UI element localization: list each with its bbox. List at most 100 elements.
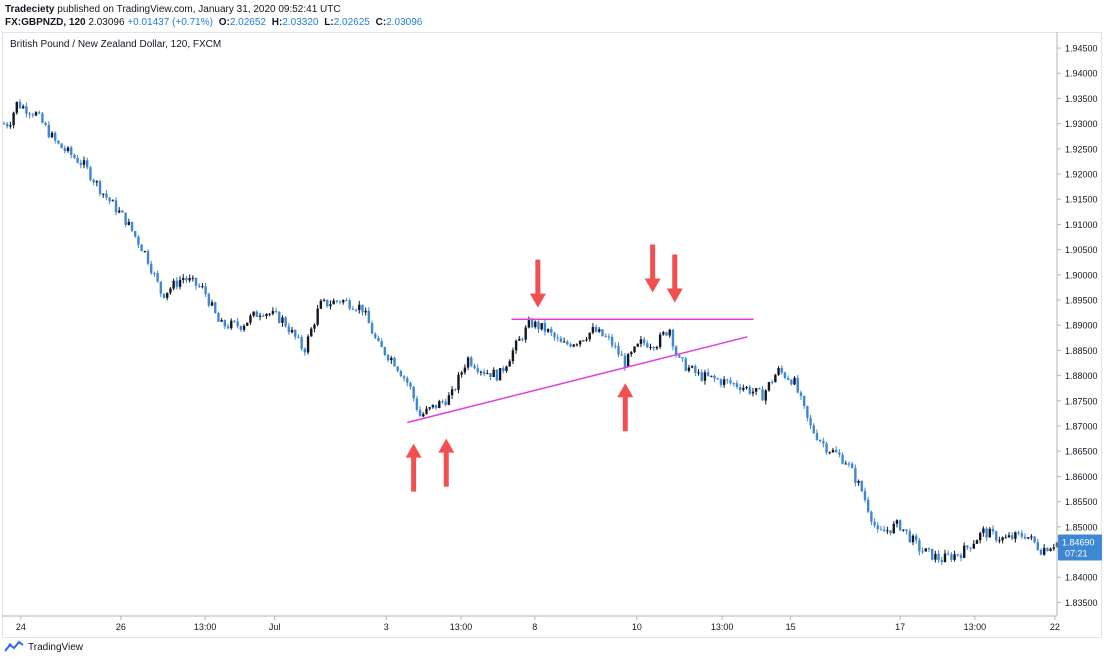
- candle-body: [806, 405, 809, 418]
- candle-body: [796, 377, 799, 393]
- candle-body: [25, 106, 28, 114]
- candle-body: [1046, 547, 1049, 552]
- candle-body: [252, 311, 255, 316]
- candle-body: [335, 300, 339, 302]
- candle-body: [1033, 536, 1036, 543]
- candle-body: [841, 454, 844, 464]
- candle-body: [738, 387, 742, 390]
- candle-body: [111, 200, 115, 202]
- candle-body: [278, 311, 281, 323]
- price-axis[interactable]: 1.94500 1.94000 1.93500 1.93000 1.92500 1.920…: [1056, 32, 1102, 616]
- candle-body: [927, 548, 931, 550]
- candle-body: [450, 389, 454, 396]
- candle-body: [1010, 535, 1014, 539]
- candle-body: [118, 210, 121, 213]
- candle-body: [364, 310, 367, 313]
- candle-body: [950, 554, 953, 560]
- candle-body: [879, 528, 883, 530]
- candle-body: [729, 380, 732, 384]
- candle-body: [578, 340, 582, 345]
- candle-body: [671, 329, 675, 347]
- candle-body: [198, 285, 201, 287]
- candle-body: [98, 181, 102, 194]
- candle-body: [982, 528, 985, 533]
- candle-body: [719, 379, 723, 385]
- candle-body: [258, 315, 262, 317]
- candle-body: [681, 357, 684, 359]
- candle-body: [220, 320, 223, 322]
- candle-body: [418, 409, 422, 417]
- candle-body: [367, 310, 371, 324]
- candle-body: [326, 299, 329, 307]
- price-tick-label: 1.92500: [1065, 144, 1098, 154]
- candle-body: [1042, 547, 1046, 555]
- candle-body: [604, 336, 607, 338]
- candle-body: [828, 452, 831, 454]
- symbol-text[interactable]: FX:GBPNZD, 120: [5, 17, 86, 28]
- candle-body: [857, 481, 860, 483]
- candle-body: [249, 315, 252, 323]
- bar-countdown: 07:21: [1065, 548, 1088, 558]
- down-arrow-icon: [666, 254, 683, 303]
- time-tick-label: 13:00: [194, 622, 217, 632]
- candle-body: [898, 520, 902, 531]
- candle-body: [774, 374, 777, 383]
- candle-body: [150, 263, 153, 274]
- candle-body: [271, 311, 275, 314]
- candle-body: [930, 548, 934, 560]
- candle-body: [492, 369, 495, 378]
- candle-body: [793, 377, 796, 385]
- candle-body: [559, 338, 563, 343]
- candle-body: [639, 339, 643, 344]
- tradingview-logo[interactable]: TradingView: [4, 640, 83, 654]
- candle-body: [934, 553, 937, 560]
- candle-body: [86, 160, 89, 168]
- candle-body: [370, 323, 374, 334]
- candle-body: [1017, 532, 1020, 534]
- candle-body: [358, 304, 361, 311]
- candle-body: [438, 401, 441, 409]
- ohlc-open-label: O:: [218, 17, 230, 28]
- candle-body: [572, 344, 575, 347]
- candle-body: [38, 112, 41, 114]
- price-tick-label: 1.84000: [1065, 573, 1098, 583]
- candle-body: [511, 350, 515, 362]
- price-tick-label: 1.85500: [1065, 497, 1098, 507]
- candle-body: [470, 357, 473, 366]
- candle-body: [207, 294, 211, 306]
- candle-body: [105, 193, 108, 198]
- candlestick-chart[interactable]: 1.94500 1.94000 1.93500 1.93000 1.92500 1.920…: [2, 32, 1102, 638]
- candle-body: [876, 525, 879, 529]
- candle-body: [60, 143, 63, 149]
- price-tick-label: 1.94500: [1065, 44, 1098, 54]
- time-axis[interactable]: 24 26 13:00 Jul 3 13:00 8 10 13:00 15 17 13:00 22: [2, 615, 1060, 632]
- chart-header: Tradeciety published on TradingView.com,…: [0, 0, 1104, 32]
- candle-body: [482, 371, 486, 374]
- candle-body: [332, 300, 335, 305]
- ohlc-close-label: C:: [375, 17, 387, 28]
- publisher-name[interactable]: Tradeciety: [5, 4, 55, 15]
- price-tick-label: 1.87500: [1065, 396, 1098, 406]
- candle-body: [726, 379, 729, 381]
- candle-body: [406, 378, 409, 383]
- candle-body: [351, 308, 355, 310]
- candle-body: [601, 329, 604, 337]
- candle-body: [914, 535, 918, 541]
- chart-title: British Pound / New Zealand Dollar, 120,…: [10, 39, 221, 50]
- candle-body: [431, 404, 435, 408]
- candle-body: [588, 332, 591, 340]
- candle-body: [764, 390, 767, 401]
- chart-area[interactable]: 1.94500 1.94000 1.93500 1.93000 1.92500 1.920…: [2, 32, 1102, 638]
- candle-body: [534, 321, 537, 328]
- candle-body: [409, 382, 412, 387]
- candle-body: [697, 372, 700, 374]
- candle-body: [809, 417, 812, 426]
- candle-body: [886, 530, 889, 532]
- support-trendline: [407, 336, 748, 424]
- candle-body: [754, 388, 758, 392]
- candle-body: [28, 113, 31, 115]
- candle-body: [191, 277, 195, 279]
- candle-body: [636, 343, 639, 347]
- candle-body: [652, 346, 655, 349]
- candle-body: [153, 273, 156, 275]
